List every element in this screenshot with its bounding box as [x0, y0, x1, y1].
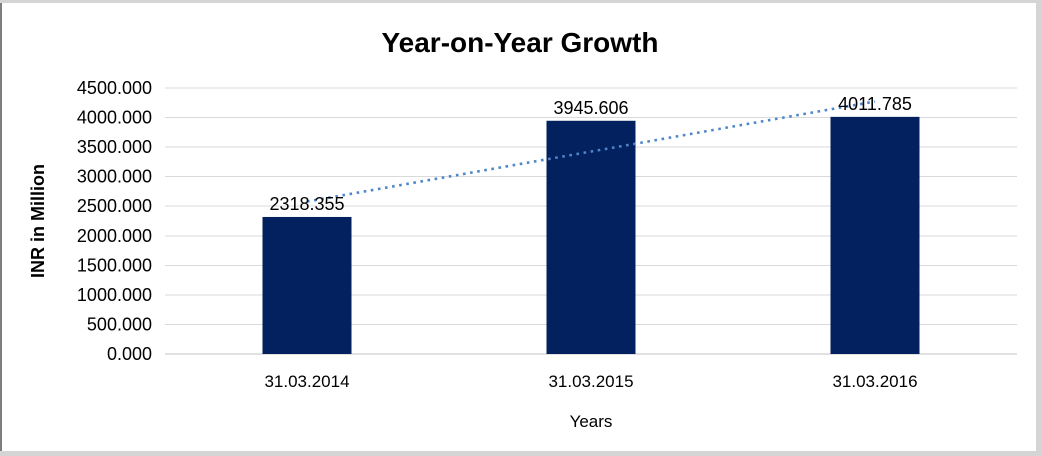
y-tick-label: 2000.000: [77, 226, 152, 246]
y-tick-label: 1000.000: [77, 285, 152, 305]
x-axis-category-labels: 31.03.2014 31.03.2015 31.03.2016: [264, 372, 917, 391]
x-category-label: 31.03.2016: [832, 372, 917, 391]
bar-series: [262, 116, 920, 354]
y-tick-label: 2500.000: [77, 196, 152, 216]
y-tick-label: 3000.000: [77, 167, 152, 187]
bar-value-label: 2318.355: [269, 194, 344, 214]
y-tick-label: 500.000: [87, 314, 152, 334]
chart-title: Year-on-Year Growth: [382, 27, 659, 58]
trendline: [306, 100, 876, 203]
trendline-group: [306, 100, 876, 203]
y-tick-label: 4500.000: [77, 78, 152, 98]
y-tick-label: 4000.000: [77, 108, 152, 128]
x-category-label: 31.03.2014: [264, 372, 349, 391]
y-axis-title: INR in Million: [28, 164, 48, 278]
bar-value-label: 4011.785: [838, 94, 912, 114]
y-tick-label: 1500.000: [77, 255, 152, 275]
bar: [262, 216, 352, 354]
y-tick-label: 0.000: [107, 344, 152, 364]
y-axis-tick-labels: 0.000 500.000 1000.000 1500.000 2000.000 2500…: [77, 78, 152, 364]
y-tick-label: 3500.000: [77, 137, 152, 157]
bar-value-labels: 2318.355 3945.606 4011.785: [269, 94, 911, 214]
bar: [830, 116, 920, 354]
x-category-label: 31.03.2015: [548, 372, 633, 391]
bar-value-label: 3945.606: [553, 98, 628, 118]
x-axis-title: Years: [570, 412, 613, 431]
bar: [546, 120, 636, 354]
